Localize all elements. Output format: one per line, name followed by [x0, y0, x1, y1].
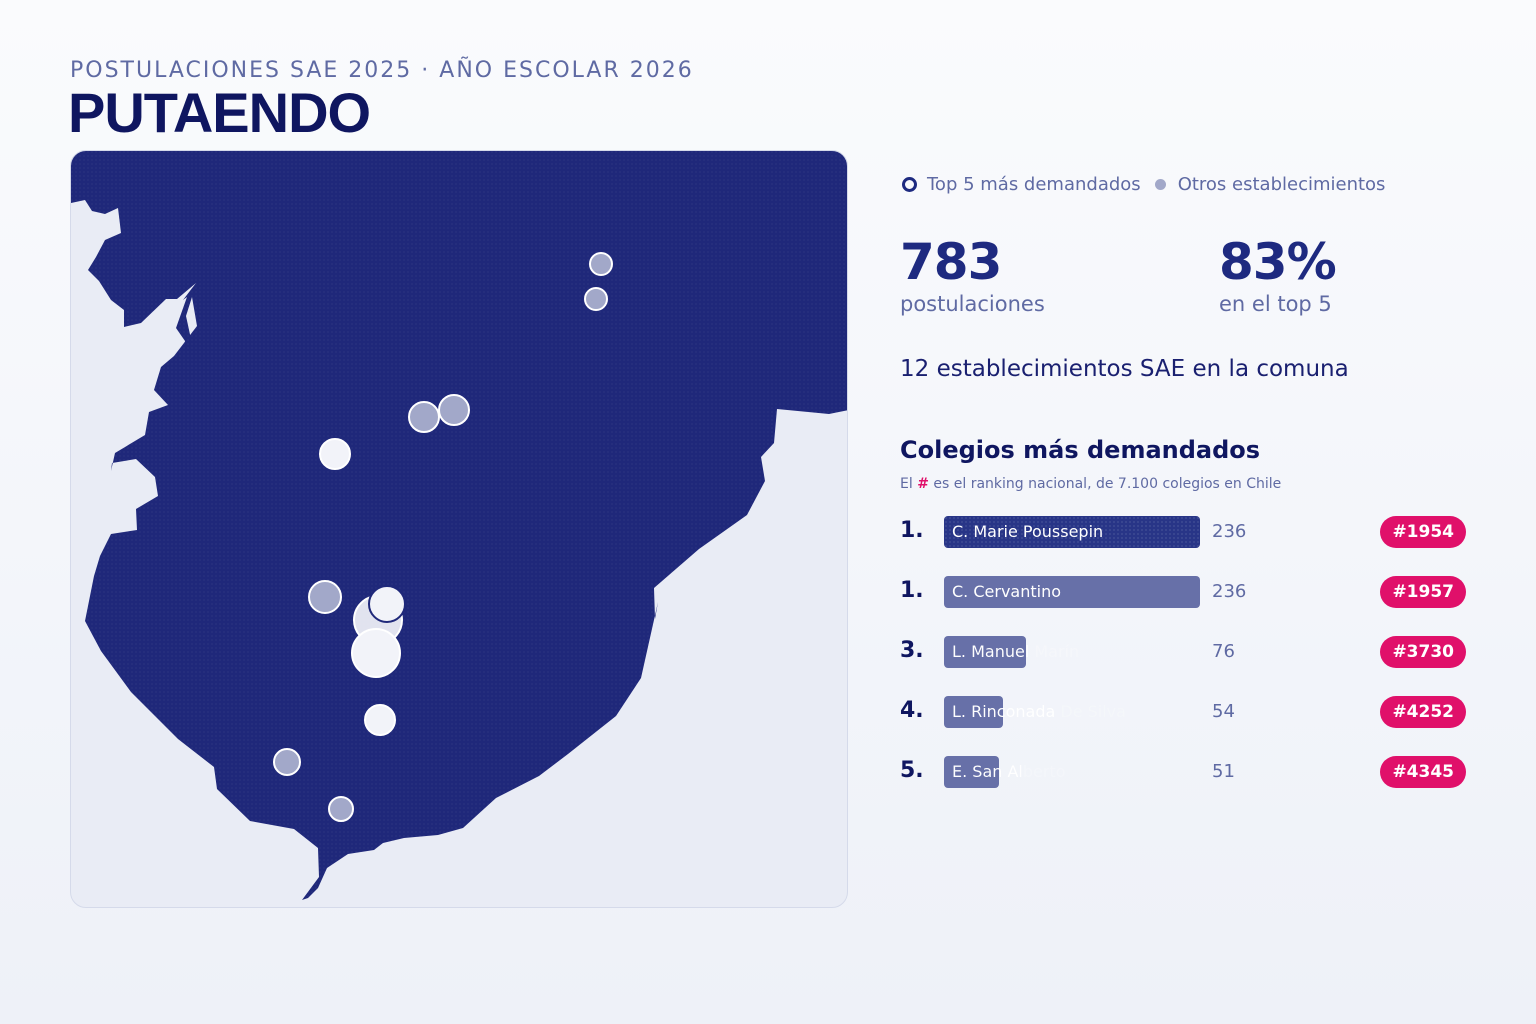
- legend-top5-label: Top 5 más demandados: [927, 174, 1141, 195]
- ranking-school-name: L. Manuel Marín: [952, 642, 1080, 661]
- page-title: PUTAENDO: [68, 81, 371, 144]
- commune-map[interactable]: [70, 150, 848, 908]
- schools-count: 12 establecimientos SAE en la comuna: [900, 356, 1349, 382]
- kpi-applications: 783 postulaciones: [900, 232, 1045, 316]
- ranking-position: 4.: [900, 698, 924, 723]
- ranking-bar: [944, 636, 1026, 668]
- ranking-bar: [944, 516, 1200, 548]
- school-marker-other[interactable]: [308, 580, 342, 614]
- school-marker-other[interactable]: [328, 796, 354, 822]
- ranking-subtitle: El # es el ranking nacional, de 7.100 co…: [900, 476, 1281, 492]
- kpi-applications-value: 783: [900, 233, 1002, 291]
- ranking-row[interactable]: 3. L. Manuel Marín 76 #3730: [900, 636, 1466, 668]
- school-marker-other[interactable]: [584, 287, 608, 311]
- school-marker-other[interactable]: [438, 394, 470, 426]
- commune-map-svg: [71, 151, 847, 900]
- national-rank-badge: #3730: [1380, 636, 1466, 668]
- ranking-position: 1.: [900, 578, 924, 603]
- page-eyebrow: POSTULACIONES SAE 2025 · AÑO ESCOLAR 202…: [70, 58, 694, 83]
- ranking-position: 3.: [900, 638, 924, 663]
- ranking-row[interactable]: 5. E. San Alberto 51 #4345: [900, 756, 1466, 788]
- ranking-applications: 236: [1212, 521, 1247, 542]
- national-rank-badge: #4345: [1380, 756, 1466, 788]
- ranking-applications: 54: [1212, 701, 1235, 722]
- map-legend: Top 5 más demandados Otros establecimien…: [902, 174, 1385, 195]
- school-marker-top5[interactable]: [368, 585, 406, 623]
- kpi-applications-label: postulaciones: [900, 292, 1045, 316]
- ranking-school-name: E. San Alberto: [952, 762, 1066, 781]
- national-rank-badge: #4252: [1380, 696, 1466, 728]
- kpi-top5-share-value: 83%: [1219, 233, 1337, 291]
- school-marker-top5[interactable]: [351, 628, 401, 678]
- ranking-title: Colegios más demandados: [900, 436, 1261, 464]
- ranking-bar: [944, 756, 999, 788]
- school-marker-other[interactable]: [273, 748, 301, 776]
- school-marker-other[interactable]: [589, 252, 613, 276]
- ranking-applications: 236: [1212, 581, 1247, 602]
- ranking-row[interactable]: 1. C. Cervantino 236 #1957: [900, 576, 1466, 608]
- national-rank-badge: #1957: [1380, 576, 1466, 608]
- ranking-subtitle-hash: #: [917, 476, 929, 492]
- ranking-applications: 76: [1212, 641, 1235, 662]
- ranking-school-name: L. Rinconada De Silva: [952, 702, 1126, 721]
- national-rank-badge: #1954: [1380, 516, 1466, 548]
- ranking-row[interactable]: 4. L. Rinconada De Silva 54 #4252: [900, 696, 1466, 728]
- ranking-subtitle-prefix: El: [900, 476, 913, 492]
- ranking-position: 5.: [900, 758, 924, 783]
- ranking-bar: [944, 576, 1200, 608]
- other-dot-icon: [1154, 179, 1166, 190]
- kpi-top5-share: 83% en el top 5: [1219, 232, 1337, 316]
- top5-ring-icon: [902, 177, 917, 192]
- ranking-school-name: C. Marie Poussepin: [952, 522, 1104, 541]
- school-marker-top5[interactable]: [364, 704, 396, 736]
- ranking-subtitle-rest: es el ranking nacional, de 7.100 colegio…: [933, 476, 1282, 492]
- legend-others-label: Otros establecimientos: [1177, 174, 1386, 195]
- school-marker-top5[interactable]: [319, 438, 351, 470]
- school-marker-other[interactable]: [408, 401, 440, 433]
- kpi-top5-share-label: en el top 5: [1219, 292, 1332, 316]
- ranking-position: 1.: [900, 518, 924, 543]
- ranking-school-name: C. Cervantino: [952, 582, 1061, 601]
- ranking-bar: [944, 696, 1003, 728]
- ranking-row[interactable]: 1. C. Marie Poussepin 236 #1954: [900, 516, 1466, 548]
- ranking-applications: 51: [1212, 761, 1235, 782]
